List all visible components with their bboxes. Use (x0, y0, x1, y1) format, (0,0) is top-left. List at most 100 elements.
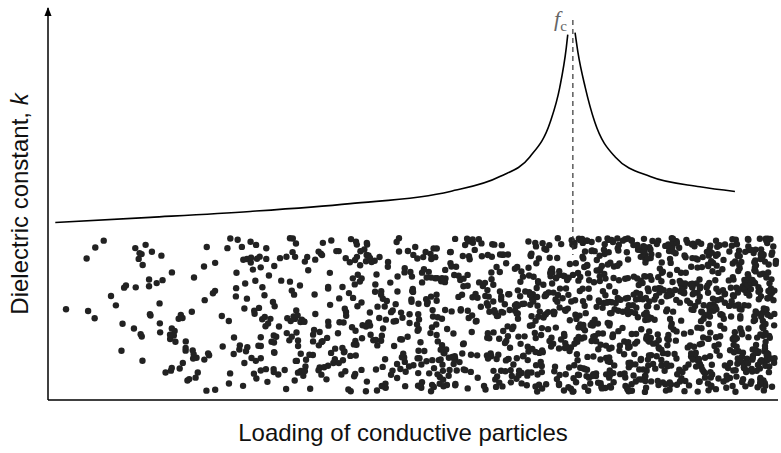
particle (699, 264, 705, 270)
particle (581, 303, 587, 309)
particle (258, 343, 264, 349)
particle (765, 288, 771, 294)
particle (460, 275, 466, 281)
particle (412, 244, 418, 250)
particle (234, 237, 240, 243)
particle (169, 269, 175, 275)
particle (614, 263, 620, 269)
particle (683, 237, 689, 243)
particle (85, 308, 91, 314)
particle (668, 324, 674, 330)
particle (678, 317, 684, 323)
particle (589, 247, 595, 253)
particle (470, 239, 476, 245)
particle (340, 319, 346, 325)
particle (708, 383, 714, 389)
particle (459, 292, 465, 298)
particle (556, 345, 562, 351)
particle (446, 367, 452, 373)
particle (609, 334, 615, 340)
particle (678, 279, 684, 285)
particle (532, 240, 538, 246)
particle (136, 250, 142, 256)
particle (266, 272, 272, 278)
particle (201, 263, 207, 269)
particle (574, 351, 580, 357)
particle (367, 331, 373, 337)
particle (585, 270, 591, 276)
particle (503, 357, 509, 363)
particle (697, 294, 703, 300)
particle (732, 388, 738, 394)
particle (533, 260, 539, 266)
particle (172, 338, 178, 344)
particle (593, 304, 599, 310)
particle (265, 320, 271, 326)
particle (485, 293, 491, 299)
particle (490, 368, 496, 374)
particle (212, 260, 218, 266)
particle (328, 237, 334, 243)
particle (696, 378, 702, 384)
particle (448, 249, 454, 255)
particle (773, 258, 779, 264)
particle (625, 344, 631, 350)
particle (452, 236, 458, 242)
particle (434, 275, 440, 281)
particle (585, 387, 591, 393)
particle (421, 266, 427, 272)
particle (696, 356, 702, 362)
particle (670, 248, 676, 254)
particle (600, 330, 606, 336)
particle (305, 267, 311, 273)
particle (693, 363, 699, 369)
particle (373, 366, 379, 372)
particle (654, 241, 660, 247)
particle (515, 372, 521, 378)
particle (402, 383, 408, 389)
particle (766, 363, 772, 369)
particle (745, 334, 751, 340)
particle (340, 357, 346, 363)
particle (666, 386, 672, 392)
particle (474, 352, 480, 358)
plot: fc (48, 6, 779, 400)
particle (747, 381, 753, 387)
particle (712, 303, 718, 309)
particle (358, 367, 364, 373)
particle (358, 299, 364, 305)
particle (532, 330, 538, 336)
particle (533, 362, 539, 368)
particle (500, 328, 506, 334)
particle (641, 236, 647, 242)
particle (263, 245, 269, 251)
particle (566, 364, 572, 370)
particle (726, 248, 732, 254)
particle (179, 315, 185, 321)
particle (271, 349, 277, 355)
particle (486, 335, 492, 341)
particle (737, 325, 743, 331)
particle (408, 296, 414, 302)
particle (248, 255, 254, 261)
particle (611, 362, 617, 368)
particle (353, 238, 359, 244)
particle (763, 306, 769, 312)
particle (392, 301, 398, 307)
particle (429, 382, 435, 388)
particle (724, 375, 730, 381)
particle (673, 328, 679, 334)
particle (612, 289, 618, 295)
particle (528, 253, 534, 259)
particle (543, 292, 549, 298)
particle (597, 356, 603, 362)
particle (339, 284, 345, 290)
particle (760, 318, 766, 324)
particle (464, 283, 470, 289)
particle (433, 298, 439, 304)
particle (549, 280, 555, 286)
particle (707, 369, 713, 375)
particle (654, 304, 660, 310)
particle (580, 255, 586, 261)
particle (771, 322, 777, 328)
